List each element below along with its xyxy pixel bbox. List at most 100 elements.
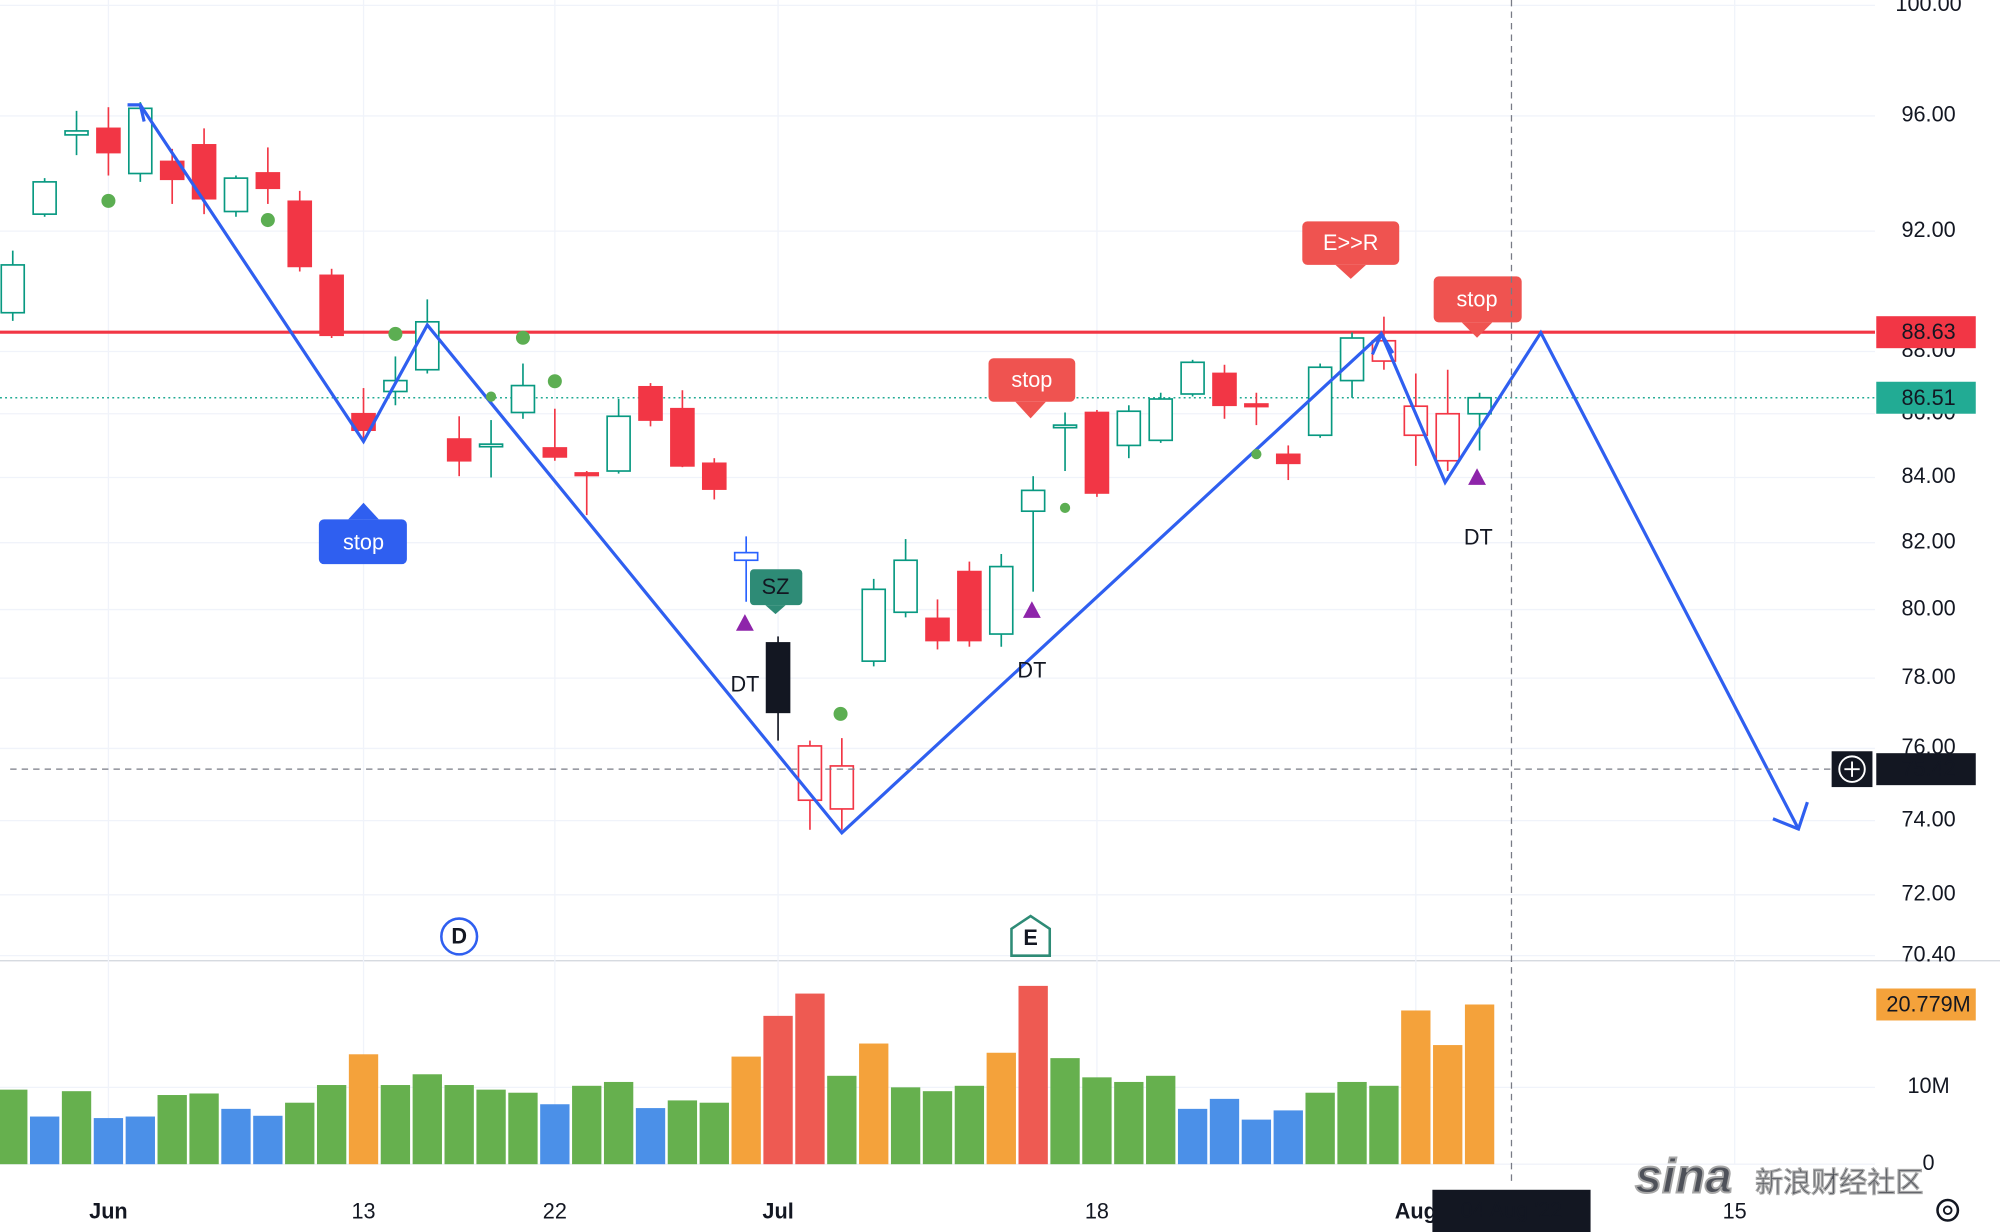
x-tick-label: 22 — [543, 1199, 567, 1224]
candle-body — [1307, 366, 1333, 437]
volume-bar — [1369, 1085, 1399, 1165]
volume-bar — [667, 1100, 698, 1165]
volume-bar — [1241, 1119, 1272, 1165]
watermark: sina 新浪财经社区 — [1634, 1148, 1924, 1204]
volume-bar — [125, 1116, 155, 1165]
volume-bar — [795, 993, 825, 1165]
crosshair-plus-icon — [1838, 755, 1866, 783]
candle-body — [1052, 424, 1078, 429]
volume-bar — [1273, 1110, 1303, 1165]
volume-bar — [699, 1102, 729, 1165]
candle-body — [1148, 398, 1174, 442]
volume-bar — [1433, 1045, 1463, 1165]
indicator-triangles — [735, 468, 1486, 631]
stop-label: stop — [988, 358, 1076, 419]
x-tick-label: Aug — [1395, 1199, 1437, 1224]
volume-bar — [380, 1085, 411, 1165]
candle-body — [670, 407, 695, 467]
x-tick-label: Jul — [762, 1199, 793, 1224]
label-text: E>>R — [1323, 230, 1378, 255]
grid — [0, 0, 2000, 1165]
y-tick-label: 92.00 — [1901, 217, 1955, 242]
marker-text: D — [451, 923, 467, 948]
volume-bar — [1305, 1092, 1335, 1165]
volume-bar — [1146, 1075, 1176, 1165]
volume-bar — [29, 1116, 60, 1165]
label-text: stop — [1011, 367, 1052, 392]
volume-bar — [890, 1087, 921, 1165]
marker-text: E — [1023, 925, 1037, 950]
volume-bar — [444, 1085, 474, 1165]
candle-body — [638, 385, 663, 421]
y-tick-label: 80.00 — [1901, 595, 1955, 620]
settings-icon[interactable] — [1936, 1198, 1960, 1222]
volume-bar — [348, 1054, 379, 1165]
candle-body — [0, 264, 26, 314]
x-tick-label: 18 — [1085, 1199, 1109, 1224]
candle-body — [542, 447, 568, 458]
x-tick-label: 13 — [351, 1199, 375, 1224]
arrow-head — [127, 103, 146, 122]
volume-bar — [316, 1085, 347, 1165]
volume-bar — [922, 1091, 953, 1165]
candle-body — [701, 462, 727, 490]
volume-bar — [508, 1092, 538, 1165]
label-text: stop — [1457, 286, 1498, 311]
candle-body — [925, 617, 950, 642]
volume-bar — [189, 1093, 219, 1165]
candle-body — [957, 570, 982, 642]
volume-bar — [253, 1115, 283, 1165]
candle-body — [765, 642, 791, 714]
y-tick-label: 72.00 — [1901, 881, 1955, 906]
overlay: Jun1322Jul18Aug15100.0096.0092.0088.0086… — [10, 0, 1976, 1232]
crosshair-y-box — [1876, 753, 1976, 786]
volume-bar — [827, 1075, 857, 1165]
volume-bar — [986, 1052, 1016, 1165]
candle-body — [606, 415, 631, 472]
candle-body — [574, 472, 600, 477]
crosshair-y-label: 75.42 — [1901, 756, 1955, 781]
candle-body — [1212, 372, 1237, 407]
dt-label: DT — [1017, 657, 1046, 682]
crosshair-x-box — [1432, 1189, 1591, 1232]
y-tick-label: 70.40 — [1901, 941, 1955, 966]
watermark-text: 新浪财经社区 — [1755, 1167, 1923, 1198]
candle-body — [1116, 410, 1142, 447]
volume-bar — [572, 1085, 602, 1165]
candle-body — [510, 384, 536, 414]
y-tick-label: 74.00 — [1901, 806, 1955, 831]
candle-body — [829, 765, 855, 810]
price-line-label: 86.51 — [1901, 385, 1955, 410]
candle-body — [1435, 412, 1461, 462]
y-tick-label: 96.00 — [1901, 102, 1955, 127]
candle-body — [287, 200, 313, 268]
label-text: SZ — [762, 574, 790, 599]
dt-label: DT — [1464, 524, 1493, 549]
volume-bar — [1050, 1058, 1080, 1165]
marks — [0, 102, 1875, 1165]
volume-bar — [1082, 1077, 1112, 1165]
volume-bar — [1401, 1010, 1431, 1165]
candle-body — [1084, 411, 1110, 494]
indicator-dots — [101, 193, 1262, 721]
candle-body — [893, 559, 918, 614]
candle-body — [96, 127, 121, 154]
candle-body — [414, 320, 440, 371]
price-line-box — [1876, 381, 1976, 414]
candle-body — [223, 177, 249, 213]
candle-body — [1467, 396, 1492, 415]
volume-bar — [61, 1091, 92, 1165]
volume-last-label: 20.779M — [1886, 991, 1970, 1016]
candle-body — [32, 181, 57, 215]
er-label: E>>R — [1302, 221, 1400, 279]
candle-body — [1244, 403, 1269, 408]
sz-label: SZ — [750, 569, 803, 615]
volume-bar — [476, 1089, 506, 1165]
candle-body — [478, 443, 504, 448]
volume-bar — [1464, 1004, 1495, 1165]
candle-body — [446, 438, 472, 462]
volume-bar — [859, 1043, 889, 1165]
earnings-marker: E — [1010, 914, 1052, 957]
arrow-head — [1370, 330, 1395, 356]
